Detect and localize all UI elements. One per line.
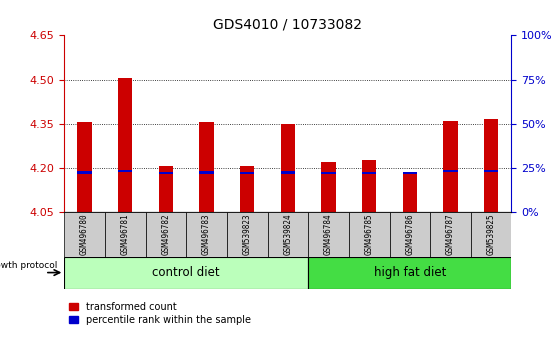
Legend: transformed count, percentile rank within the sample: transformed count, percentile rank withi… xyxy=(69,302,250,325)
Text: GSM496783: GSM496783 xyxy=(202,214,211,255)
Bar xyxy=(281,171,295,174)
Text: growth protocol: growth protocol xyxy=(0,261,58,270)
Text: GSM496786: GSM496786 xyxy=(405,214,414,255)
Text: GSM539824: GSM539824 xyxy=(283,214,292,255)
Bar xyxy=(471,212,511,257)
Bar xyxy=(200,121,214,212)
Text: GSM496785: GSM496785 xyxy=(364,214,374,255)
Title: GDS4010 / 10733082: GDS4010 / 10733082 xyxy=(214,17,362,32)
Bar xyxy=(308,212,349,257)
Bar xyxy=(240,166,254,212)
Bar xyxy=(268,212,308,257)
Bar xyxy=(484,120,498,212)
Bar xyxy=(281,125,295,212)
Text: GSM496782: GSM496782 xyxy=(162,214,170,255)
Bar xyxy=(430,212,471,257)
Bar xyxy=(64,212,105,257)
Text: GSM539823: GSM539823 xyxy=(243,214,252,255)
Text: GSM539825: GSM539825 xyxy=(487,214,496,255)
Bar xyxy=(118,78,132,212)
Bar xyxy=(402,172,417,175)
Bar xyxy=(443,170,458,172)
Bar xyxy=(443,121,458,212)
Bar xyxy=(321,162,335,212)
Bar xyxy=(240,172,254,175)
Bar xyxy=(402,173,417,212)
Text: GSM496784: GSM496784 xyxy=(324,214,333,255)
Bar xyxy=(349,212,390,257)
Bar xyxy=(159,172,173,175)
Bar xyxy=(78,171,92,174)
Text: control diet: control diet xyxy=(153,266,220,279)
Bar xyxy=(362,172,376,175)
Bar xyxy=(321,172,335,175)
Bar xyxy=(118,170,132,172)
Bar xyxy=(200,171,214,174)
Bar xyxy=(64,257,308,289)
Bar xyxy=(484,170,498,172)
Bar xyxy=(159,166,173,212)
Bar xyxy=(227,212,268,257)
Bar xyxy=(145,212,186,257)
Bar xyxy=(186,212,227,257)
Bar xyxy=(362,160,376,212)
Text: GSM496780: GSM496780 xyxy=(80,214,89,255)
Text: GSM496781: GSM496781 xyxy=(121,214,130,255)
Bar xyxy=(390,212,430,257)
Text: GSM496787: GSM496787 xyxy=(446,214,455,255)
Text: high fat diet: high fat diet xyxy=(373,266,446,279)
Bar xyxy=(105,212,145,257)
Bar xyxy=(78,122,92,212)
Bar xyxy=(308,257,511,289)
